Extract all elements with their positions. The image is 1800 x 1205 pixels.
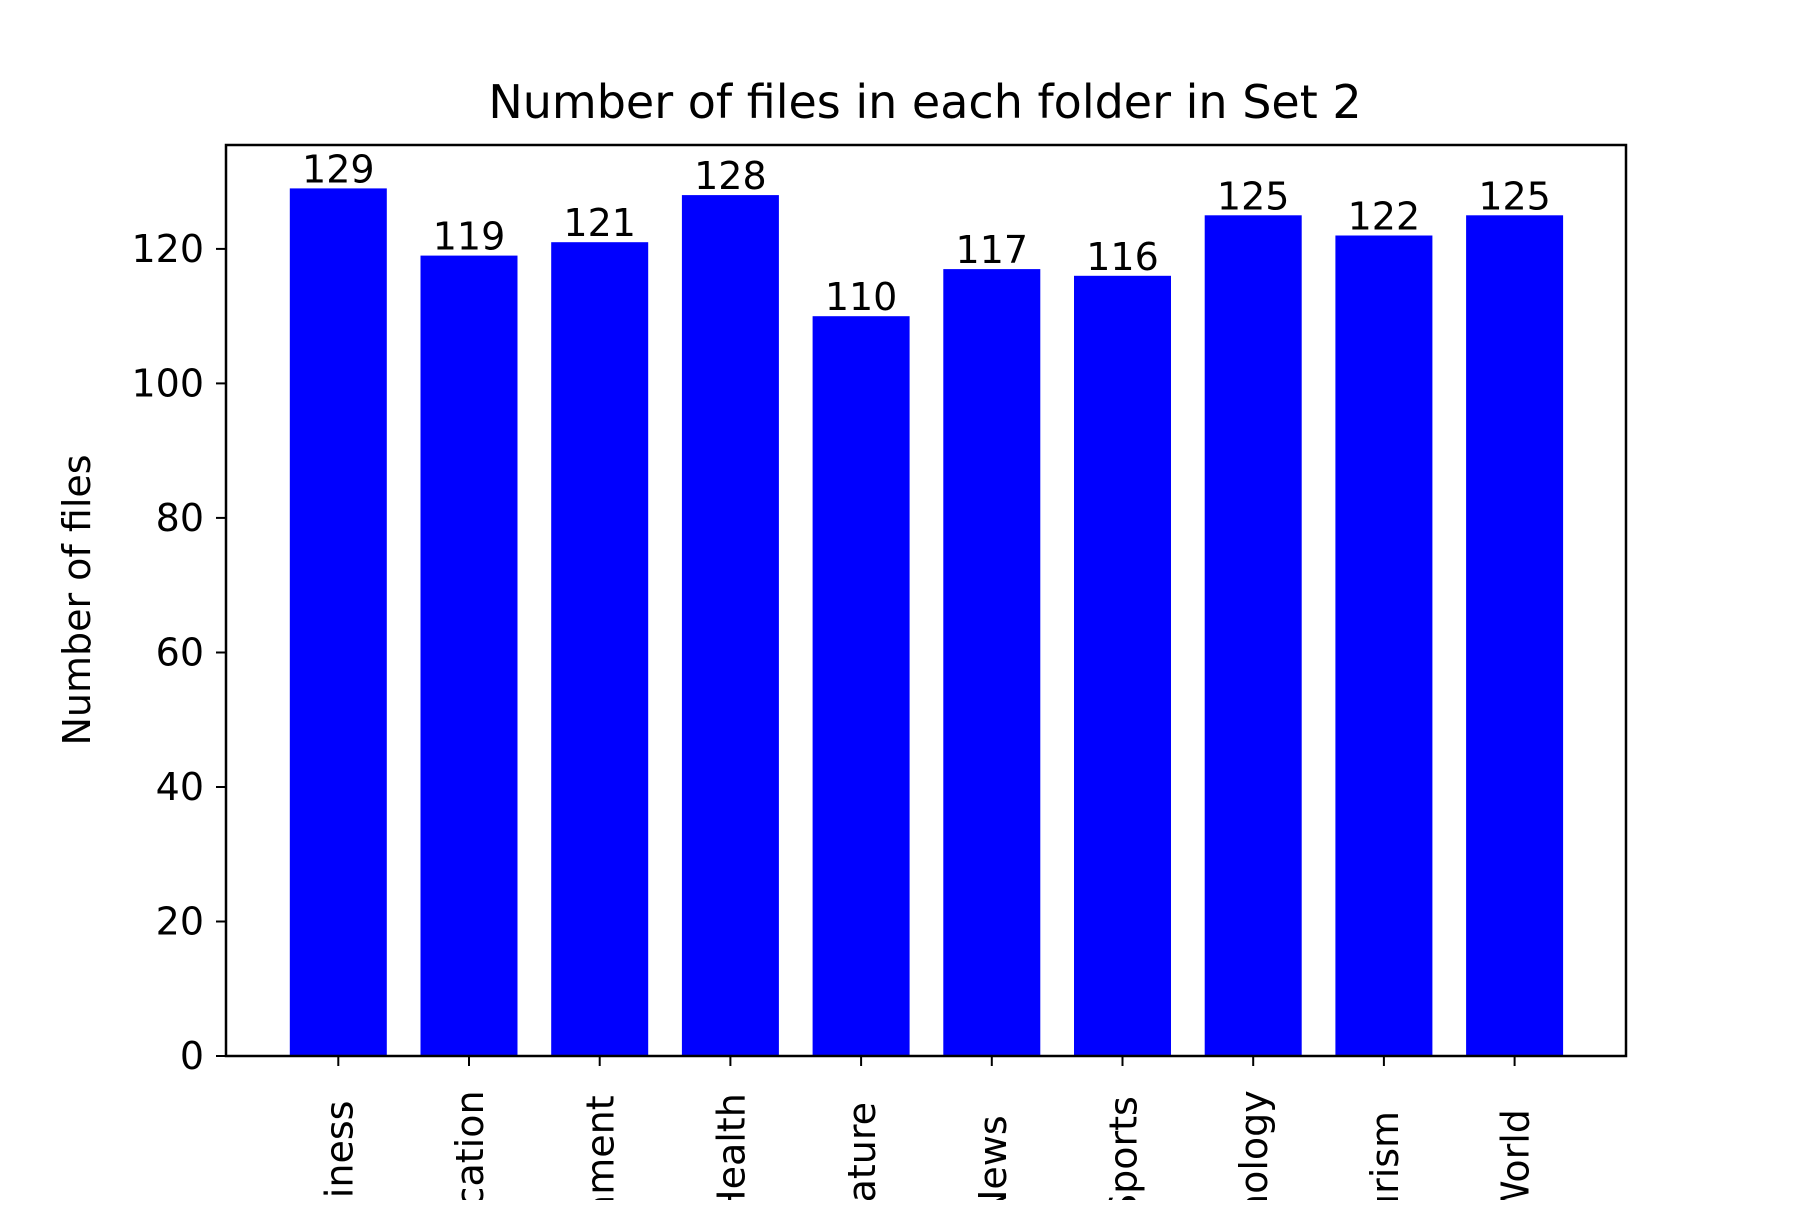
- bar-value-label: 119: [433, 215, 506, 259]
- y-tick-label: 120: [131, 227, 204, 271]
- y-tick-label: 20: [156, 900, 204, 944]
- bar-value-label: 129: [302, 147, 375, 191]
- bar-3: [681, 195, 779, 1057]
- bar-value-label: 128: [694, 154, 767, 198]
- bar-6: [1074, 275, 1171, 1056]
- x-tick-label: siness: [317, 1101, 361, 1200]
- y-tick-label: 40: [156, 765, 204, 809]
- chart-title: Number of files in each folder in Set 2: [488, 75, 1361, 129]
- bar-value-label: 110: [825, 275, 898, 319]
- bar-8: [1335, 235, 1433, 1056]
- bar-7: [1204, 215, 1302, 1057]
- x-tick-label: urism: [1363, 1111, 1407, 1200]
- bar-2: [551, 242, 649, 1056]
- bar-value-label: 125: [1217, 174, 1290, 218]
- bar-1: [420, 255, 518, 1057]
- x-tick-label: rature: [840, 1102, 884, 1200]
- bar-value-label: 122: [1348, 195, 1421, 239]
- bar-value-label: 116: [1086, 235, 1159, 279]
- x-tick-label: ament: [579, 1095, 623, 1200]
- x-tick-label: World: [1494, 1109, 1538, 1200]
- x-axis-ticks: siness ication ament Health rature News Sports…: [317, 1056, 1538, 1205]
- plot-area-frame: [224, 143, 1628, 1058]
- bar-4: [812, 316, 910, 1056]
- bar-value-label: 121: [563, 201, 636, 245]
- y-tick-label: 80: [156, 496, 204, 540]
- bar-0: [289, 188, 387, 1056]
- y-axis-ticks: 0 20 40 60 80 100 120: [131, 227, 226, 1078]
- bar-9: [1466, 215, 1564, 1057]
- bar-value-label: 125: [1478, 174, 1551, 218]
- x-tick-label: Health: [709, 1093, 753, 1200]
- value-labels-group: 129 119 121 128 110 117 116 125 122 125: [302, 147, 1551, 319]
- y-tick-label: 60: [156, 631, 204, 675]
- x-tick-label: nology: [1232, 1090, 1276, 1200]
- y-tick-label: 0: [180, 1034, 204, 1078]
- bar-5: [943, 269, 1041, 1057]
- y-axis-label: Number of files: [55, 454, 99, 745]
- y-tick-label: 100: [131, 361, 204, 405]
- x-tick-label: News: [971, 1115, 1015, 1200]
- bars-group: [289, 188, 1564, 1057]
- bar-value-label: 117: [956, 228, 1029, 272]
- x-tick-label: ication: [448, 1090, 492, 1200]
- x-tick-label: Sports: [1102, 1096, 1146, 1200]
